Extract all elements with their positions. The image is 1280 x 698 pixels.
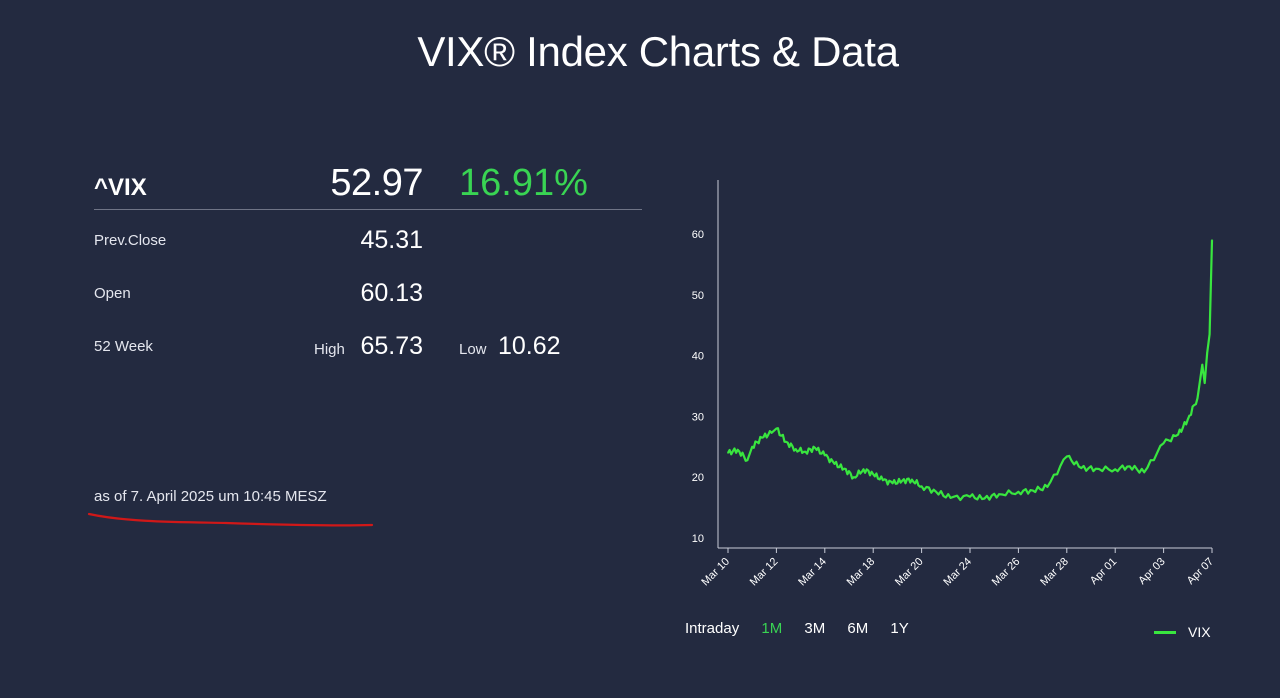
x-tick-label: Mar 28 <box>1038 556 1071 589</box>
data-point-vix <box>761 436 763 439</box>
y-tick-label: 20 <box>692 472 704 484</box>
legend-label-vix: VIX <box>1188 624 1211 640</box>
data-point-vix <box>935 491 937 493</box>
data-point-vix <box>1196 397 1199 399</box>
data-point-vix <box>1066 455 1068 458</box>
data-point-vix <box>785 441 787 443</box>
quote-header: ^VIX 52.97 16.91% <box>94 160 642 210</box>
prev-close-label: Prev.Close <box>94 232 167 249</box>
data-point-vix <box>843 467 845 470</box>
week52-high-label: High <box>314 341 345 358</box>
data-point-vix <box>1187 418 1189 421</box>
chart-legend: VIX <box>1154 624 1211 640</box>
data-point-vix <box>1177 433 1179 436</box>
range-1m-button[interactable]: 1M <box>761 620 783 637</box>
x-tick-label: Mar 14 <box>796 556 829 589</box>
data-point-vix <box>751 446 753 448</box>
data-point-vix <box>1143 471 1145 474</box>
range-selector: Intraday 1M 3M 6M 1Y <box>685 620 927 637</box>
data-point-vix <box>1032 489 1034 492</box>
range-1y-button[interactable]: 1Y <box>890 620 909 637</box>
data-point-vix <box>795 448 797 451</box>
range-6m-button[interactable]: 6M <box>847 620 869 637</box>
quote-panel: ^VIX 52.97 16.91% Prev.Close 45.31 Open … <box>94 160 642 369</box>
series-line-vix <box>727 240 1214 502</box>
data-point-vix <box>1206 351 1208 354</box>
data-point-vix <box>1128 465 1131 468</box>
y-tick-label: 10 <box>692 533 704 545</box>
legend-swatch-vix <box>1154 630 1176 634</box>
percent-change: 16.91% <box>459 162 588 204</box>
data-point-vix <box>770 432 773 434</box>
x-tick-label: Apr 07 <box>1185 556 1216 587</box>
last-price: 52.97 <box>330 162 423 204</box>
data-point-vix <box>1046 486 1049 488</box>
data-point-vix <box>1095 467 1097 470</box>
data-point-vix <box>1201 363 1204 366</box>
data-point-vix <box>853 476 855 479</box>
x-tick-label: Mar 20 <box>893 556 926 589</box>
range-3m-button[interactable]: 3M <box>804 620 826 637</box>
y-tick-label: 50 <box>692 290 704 302</box>
red-underline-annotation <box>87 512 374 527</box>
week52-label: 52 Week <box>94 338 153 355</box>
data-point-vix <box>1080 467 1083 469</box>
data-point-vix <box>949 497 952 499</box>
data-point-vix <box>1017 491 1020 493</box>
data-point-vix <box>824 454 826 457</box>
data-point-vix <box>746 459 749 462</box>
chart-series <box>727 239 1214 502</box>
x-tick-label: Mar 10 <box>699 556 732 589</box>
data-point-vix <box>736 449 739 451</box>
data-point-vix <box>920 485 923 488</box>
data-point-vix <box>882 479 884 482</box>
y-tick-label: 30 <box>692 411 704 423</box>
data-point-vix <box>911 478 913 481</box>
data-point-vix <box>1208 333 1211 336</box>
data-point-vix <box>872 473 874 476</box>
data-point-vix <box>1211 239 1213 241</box>
data-point-vix <box>1162 442 1165 445</box>
page-title: VIX® Index Charts & Data <box>417 28 899 75</box>
as-of-timestamp: as of 7. April 2025 um 10:45 MESZ <box>94 488 327 505</box>
x-tick-label: Apr 01 <box>1088 556 1119 587</box>
data-point-vix <box>998 493 1000 496</box>
vix-line-chart: 10 20 30 40 50 60 Mar 10 Mar 12 Mar 14 Mar 18 Mar … <box>692 180 1216 588</box>
data-point-vix <box>833 463 836 465</box>
data-point-vix <box>969 495 971 498</box>
data-point-vix <box>1203 382 1206 384</box>
data-point-vix <box>901 480 903 482</box>
x-tick-label: Mar 26 <box>990 556 1023 589</box>
y-tick-label: 60 <box>692 229 704 241</box>
x-tick-label: Apr 03 <box>1136 556 1167 587</box>
chart-axes: 10 20 30 40 50 60 Mar 10 Mar 12 Mar 14 Mar 18 Mar … <box>692 180 1216 588</box>
data-point-vix <box>804 450 807 453</box>
data-point-vix <box>1114 468 1116 471</box>
week52-low-label: Low <box>459 341 487 358</box>
data-point-vix <box>862 468 865 471</box>
x-tick-label: Mar 24 <box>941 556 974 589</box>
y-tick-label: 40 <box>692 351 704 363</box>
open-value: 60.13 <box>360 279 423 307</box>
week52-row: 52 Week High 65.73 Low 10.62 <box>94 316 642 369</box>
prev-close-value: 45.31 <box>360 226 423 254</box>
x-tick-label: Mar 18 <box>845 556 878 589</box>
prev-close-row: Prev.Close 45.31 <box>94 210 642 263</box>
open-label: Open <box>94 285 131 302</box>
x-tick-label: Mar 12 <box>748 556 781 589</box>
data-point-vix <box>814 447 816 449</box>
data-point-vix <box>727 452 729 454</box>
data-point-vix <box>983 497 986 500</box>
range-intraday-button[interactable]: Intraday <box>685 620 740 637</box>
week52-high-value: 65.73 <box>360 332 423 360</box>
week52-low-value: 10.62 <box>498 332 561 360</box>
open-row: Open 60.13 <box>94 263 642 316</box>
data-point-vix <box>891 482 894 485</box>
data-point-vix <box>775 427 778 430</box>
ticker-symbol: ^VIX <box>94 174 147 201</box>
